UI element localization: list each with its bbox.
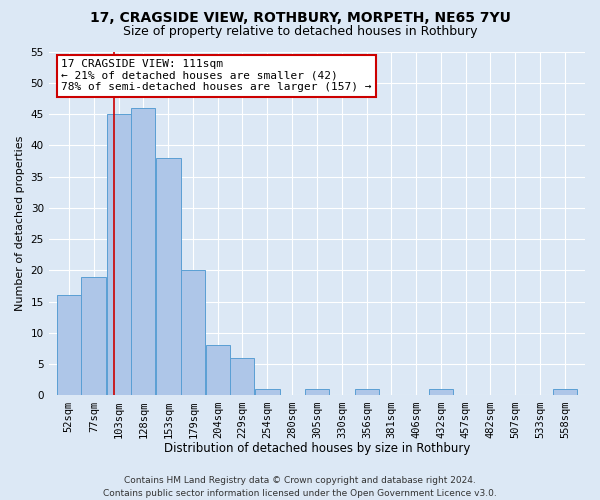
X-axis label: Distribution of detached houses by size in Rothbury: Distribution of detached houses by size … [164,442,470,455]
Bar [107,114,131,396]
Bar [131,108,155,396]
Bar [230,358,254,396]
Bar [57,296,80,396]
Y-axis label: Number of detached properties: Number of detached properties [15,136,25,311]
Bar [181,270,205,396]
Bar [553,389,577,396]
Bar [355,389,379,396]
Bar [430,389,453,396]
Bar [82,276,106,396]
Bar [156,158,181,396]
Text: 17 CRAGSIDE VIEW: 111sqm
← 21% of detached houses are smaller (42)
78% of semi-d: 17 CRAGSIDE VIEW: 111sqm ← 21% of detach… [61,59,372,92]
Bar [305,389,329,396]
Bar [206,346,230,396]
Text: Size of property relative to detached houses in Rothbury: Size of property relative to detached ho… [123,25,477,38]
Bar [255,389,280,396]
Text: 17, CRAGSIDE VIEW, ROTHBURY, MORPETH, NE65 7YU: 17, CRAGSIDE VIEW, ROTHBURY, MORPETH, NE… [89,11,511,25]
Text: Contains HM Land Registry data © Crown copyright and database right 2024.
Contai: Contains HM Land Registry data © Crown c… [103,476,497,498]
